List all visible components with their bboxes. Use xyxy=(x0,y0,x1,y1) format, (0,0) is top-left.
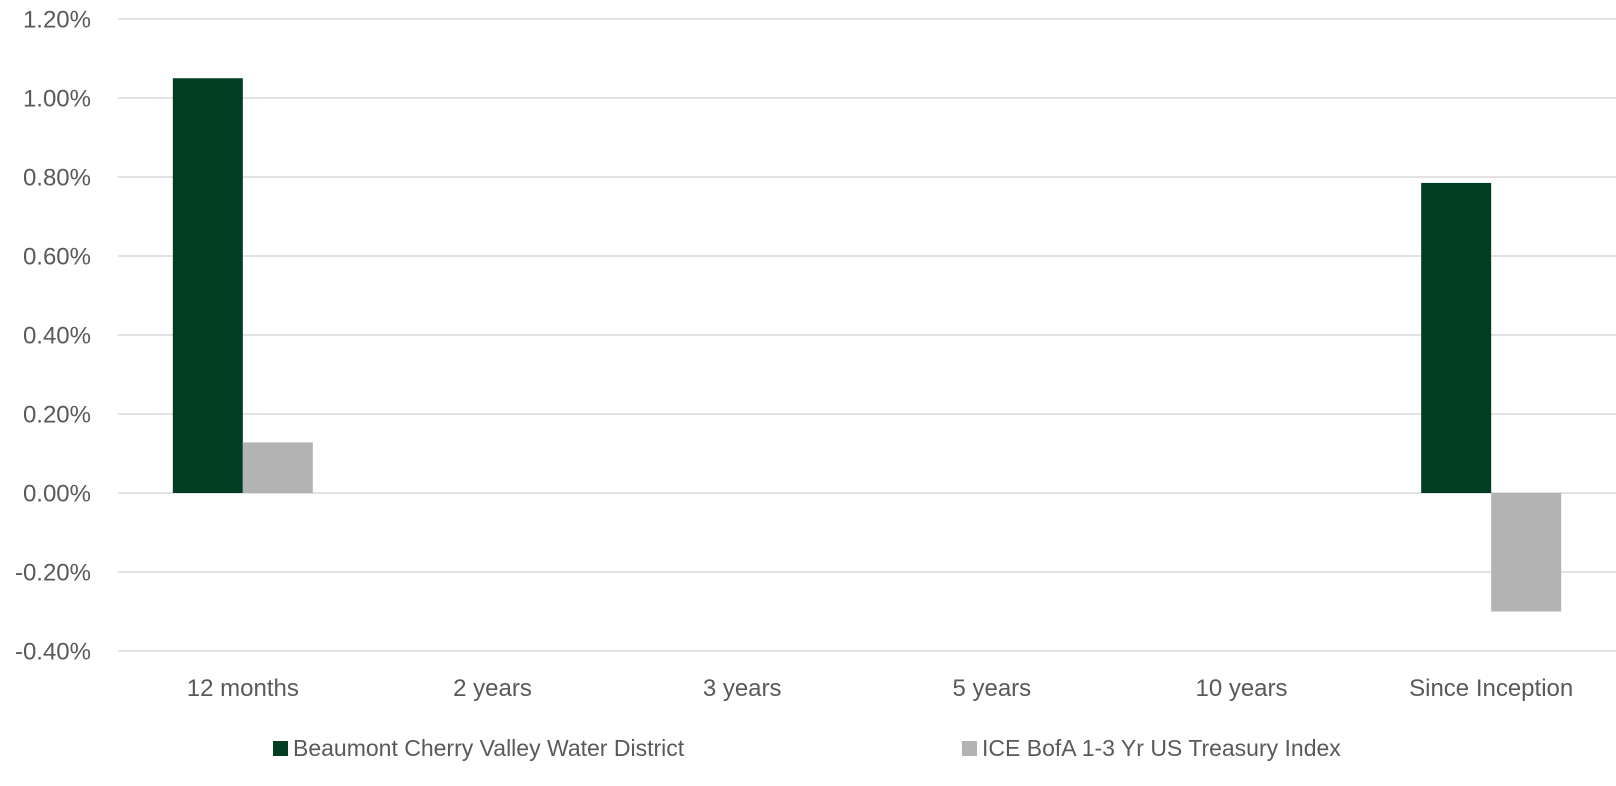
bars xyxy=(173,78,1561,611)
y-tick-label: 0.20% xyxy=(23,402,91,429)
x-tick-label: 10 years xyxy=(1195,675,1287,702)
y-tick-label: 0.00% xyxy=(23,481,91,508)
bar-series-2-12-months xyxy=(243,442,313,493)
x-tick-label: 3 years xyxy=(703,675,782,702)
legend-label-series-1: Beaumont Cherry Valley Water District xyxy=(293,735,685,761)
y-tick-label: -0.40% xyxy=(15,639,91,666)
y-tick-label: 0.80% xyxy=(23,165,91,192)
x-tick-label: Since Inception xyxy=(1409,675,1573,702)
legend-swatch-series-2 xyxy=(962,741,977,756)
x-tick-label: 12 months xyxy=(187,675,299,702)
y-tick-label: 1.20% xyxy=(23,7,91,34)
y-axis-tick-labels: 1.20% 1.00% 0.80% 0.60% 0.40% 0.20% 0.00% -0.20… xyxy=(15,7,91,666)
x-tick-label: 5 years xyxy=(952,675,1031,702)
x-axis-tick-labels: 12 months 2 years 3 years 5 years 10 years Si… xyxy=(187,675,1573,702)
y-tick-label: -0.20% xyxy=(15,560,91,587)
y-tick-label: 1.00% xyxy=(23,86,91,113)
legend: Beaumont Cherry Valley Water District ICE… xyxy=(273,735,1341,761)
y-tick-label: 0.60% xyxy=(23,244,91,271)
legend-label-series-2: ICE BofA 1-3 Yr US Treasury Index xyxy=(982,735,1341,761)
x-tick-label: 2 years xyxy=(453,675,532,702)
bar-series-1-12-months xyxy=(173,78,243,493)
bar-series-1-since-inception xyxy=(1421,183,1491,493)
y-tick-label: 0.40% xyxy=(23,323,91,350)
bar-series-2-since-inception xyxy=(1491,493,1561,612)
legend-swatch-series-1 xyxy=(273,741,288,756)
gridlines xyxy=(118,19,1616,651)
